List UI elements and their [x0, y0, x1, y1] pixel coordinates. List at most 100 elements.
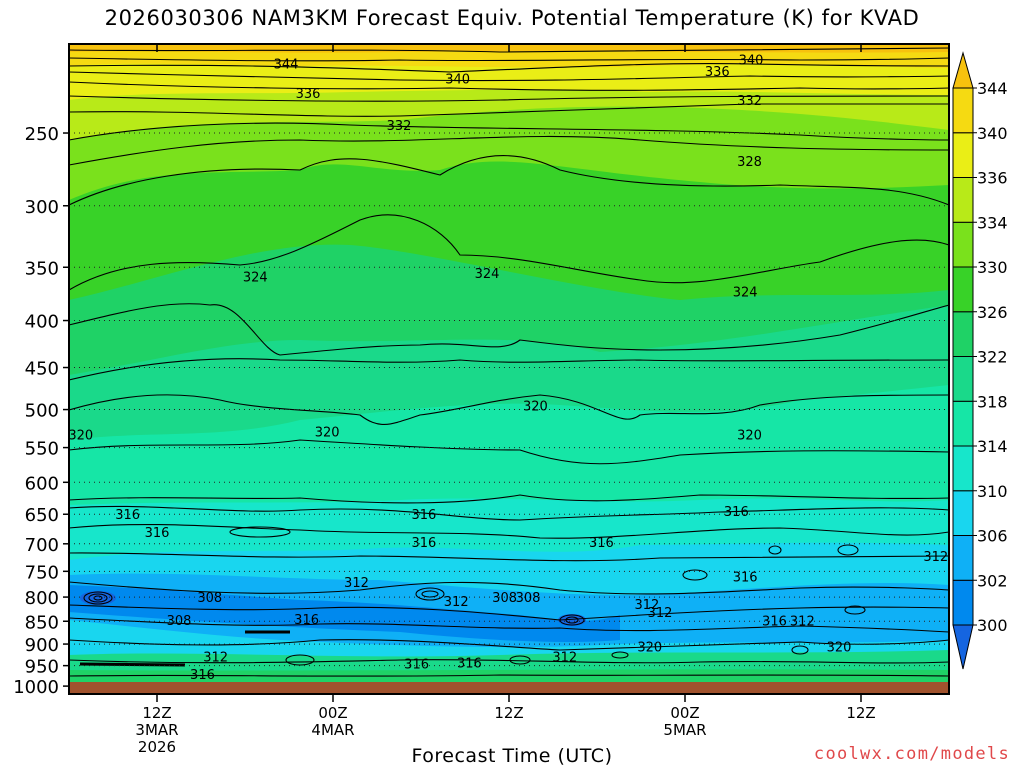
- colorbar-segment-1: [952, 579, 974, 626]
- y-tick-label-850: 850: [25, 612, 59, 633]
- contour-labels: 344 340 340 336 336 332 332 328 324 324 324 320 320 3…: [68, 54, 948, 683]
- x-axis-label: Forecast Time (UTC): [411, 745, 613, 767]
- y-tick-label-600: 600: [25, 473, 59, 494]
- contour-label-316-6: 316: [733, 571, 758, 586]
- contour-label-316-3: 316: [412, 536, 437, 551]
- chart-title: 2026030306 NAM3KM Forecast Equiv. Potent…: [104, 6, 920, 30]
- contour-label-308-1: 308: [492, 591, 517, 606]
- theta-e-color-field: [69, 44, 949, 694]
- colorbar-label-302: 302: [977, 571, 1008, 590]
- contour-label-312-7: 312: [552, 650, 577, 665]
- colorbar-label-340: 340: [977, 124, 1008, 143]
- x-tick-label-3-1: 5MAR: [663, 721, 706, 739]
- colorbar-segment-7: [952, 311, 974, 357]
- colorbar-segment-9: [952, 221, 974, 268]
- contour-label-312-2: 312: [634, 598, 659, 613]
- x-tick-label-1-1: 4MAR: [311, 721, 354, 739]
- contour-label-324-0: 324: [243, 270, 268, 285]
- contour-label-328-0: 328: [737, 155, 762, 170]
- contour-label-320-2: 320: [523, 400, 548, 415]
- colorbar-label-306: 306: [977, 527, 1008, 546]
- y-tick-label-750: 750: [25, 562, 59, 583]
- contour-label-340-1: 340: [739, 54, 764, 69]
- contour-label-316-7: 316: [294, 613, 319, 628]
- colorbar-segment-11: [952, 132, 974, 178]
- contour-label-312-0: 312: [344, 576, 369, 591]
- colorbar-segment-6: [952, 356, 974, 402]
- contour-label-316-10: 316: [762, 614, 787, 629]
- colorbar-segment-10: [952, 177, 974, 223]
- contour-label-320-0: 320: [68, 428, 93, 443]
- x-tick-label-4-0: 12Z: [846, 704, 875, 722]
- contour-label-316-5: 316: [724, 505, 749, 520]
- contour-label-312-4: 312: [790, 614, 815, 629]
- cold-core-2: [558, 614, 586, 626]
- x-tick-label-1-0: 00Z: [318, 704, 347, 722]
- y-tick-label-900: 900: [25, 635, 59, 656]
- colorbar-segment-2: [952, 535, 974, 581]
- y-tick-label-800: 800: [25, 588, 59, 609]
- y-tick-label-500: 500: [25, 401, 59, 422]
- contour-label-316-1: 316: [145, 526, 170, 541]
- x-tick-label-0-1: 3MAR: [135, 721, 178, 739]
- contour-label-336-0: 336: [296, 87, 321, 102]
- colorbar-bottom-arrow: [952, 624, 974, 670]
- x-tick-label-0-2: 2026: [138, 738, 176, 756]
- y-tick-label-300: 300: [25, 197, 59, 218]
- colorbar-label-300: 300: [977, 616, 1008, 635]
- contour-label-312-3: 312: [648, 606, 673, 621]
- x-tick-label-0-0: 12Z: [142, 704, 171, 722]
- contour-label-316-2: 316: [412, 508, 437, 523]
- colorbar-label-310: 310: [977, 482, 1008, 501]
- y-tick-label-1000: 1000: [13, 677, 59, 698]
- colorbar-label-330: 330: [977, 258, 1008, 277]
- contour-label-324-2: 324: [733, 286, 758, 301]
- y-tick-label-400: 400: [25, 312, 59, 333]
- contour-label-320-0: 320: [637, 640, 662, 655]
- contour-label-308-0: 308: [197, 591, 222, 606]
- contour-label-312-5: 312: [923, 550, 948, 565]
- colorbar-label-344: 344: [977, 79, 1008, 98]
- colorbar-label-318: 318: [977, 392, 1008, 411]
- colorbar-segment-12: [952, 87, 974, 134]
- contour-label-320-3: 320: [737, 428, 762, 443]
- contour-label-332-1: 332: [737, 94, 762, 109]
- colorbar-label-314: 314: [977, 437, 1008, 456]
- contour-label-312-6: 312: [203, 650, 228, 665]
- source-credit: coolwx.com/models: [813, 744, 1010, 764]
- contour-label-308-3: 308: [167, 614, 192, 629]
- y-tick-label-700: 700: [25, 535, 59, 556]
- colorbar-segment-8: [952, 266, 974, 313]
- colorbar-label-322: 322: [977, 348, 1008, 367]
- pressure-gridlines: [69, 132, 949, 687]
- x-tick-label-2-0: 12Z: [494, 704, 523, 722]
- y-tick-label-650: 650: [25, 505, 59, 526]
- x-tick-label-3-0: 00Z: [670, 704, 699, 722]
- y-tick-label-550: 550: [25, 439, 59, 460]
- contour-label-320-1: 320: [827, 640, 852, 655]
- contour-label-316-11: 316: [190, 668, 215, 683]
- colorbar-segment-4: [952, 445, 974, 492]
- contour-label-324-1: 324: [475, 267, 500, 282]
- y-axis: 2503003504004505005506006507007508008509…: [13, 124, 69, 698]
- contour-label-336-1: 336: [705, 65, 730, 80]
- colorbar: 300 302 306 310 314 318 322 326 330 334 336 340 344: [952, 51, 1008, 670]
- y-tick-label-950: 950: [25, 657, 59, 678]
- cold-core-1: [80, 591, 116, 605]
- contour-label-320-1: 320: [315, 425, 340, 440]
- y-tick-label-350: 350: [25, 258, 59, 279]
- colorbar-top-arrow: [952, 51, 974, 89]
- contour-label-312-1: 312: [444, 595, 469, 610]
- contour-label-340-0: 340: [445, 72, 470, 87]
- contour-label-308-2: 308: [516, 591, 541, 606]
- contour-label-332-0: 332: [387, 119, 412, 134]
- contour-label-316-9: 316: [457, 656, 482, 671]
- contour-label-316-0: 316: [115, 508, 140, 523]
- colorbar-label-326: 326: [977, 303, 1008, 322]
- contour-label-316-8: 316: [404, 658, 429, 673]
- colorbar-segment-3: [952, 490, 974, 536]
- y-tick-label-250: 250: [25, 124, 59, 145]
- colorbar-label-336: 336: [977, 169, 1008, 188]
